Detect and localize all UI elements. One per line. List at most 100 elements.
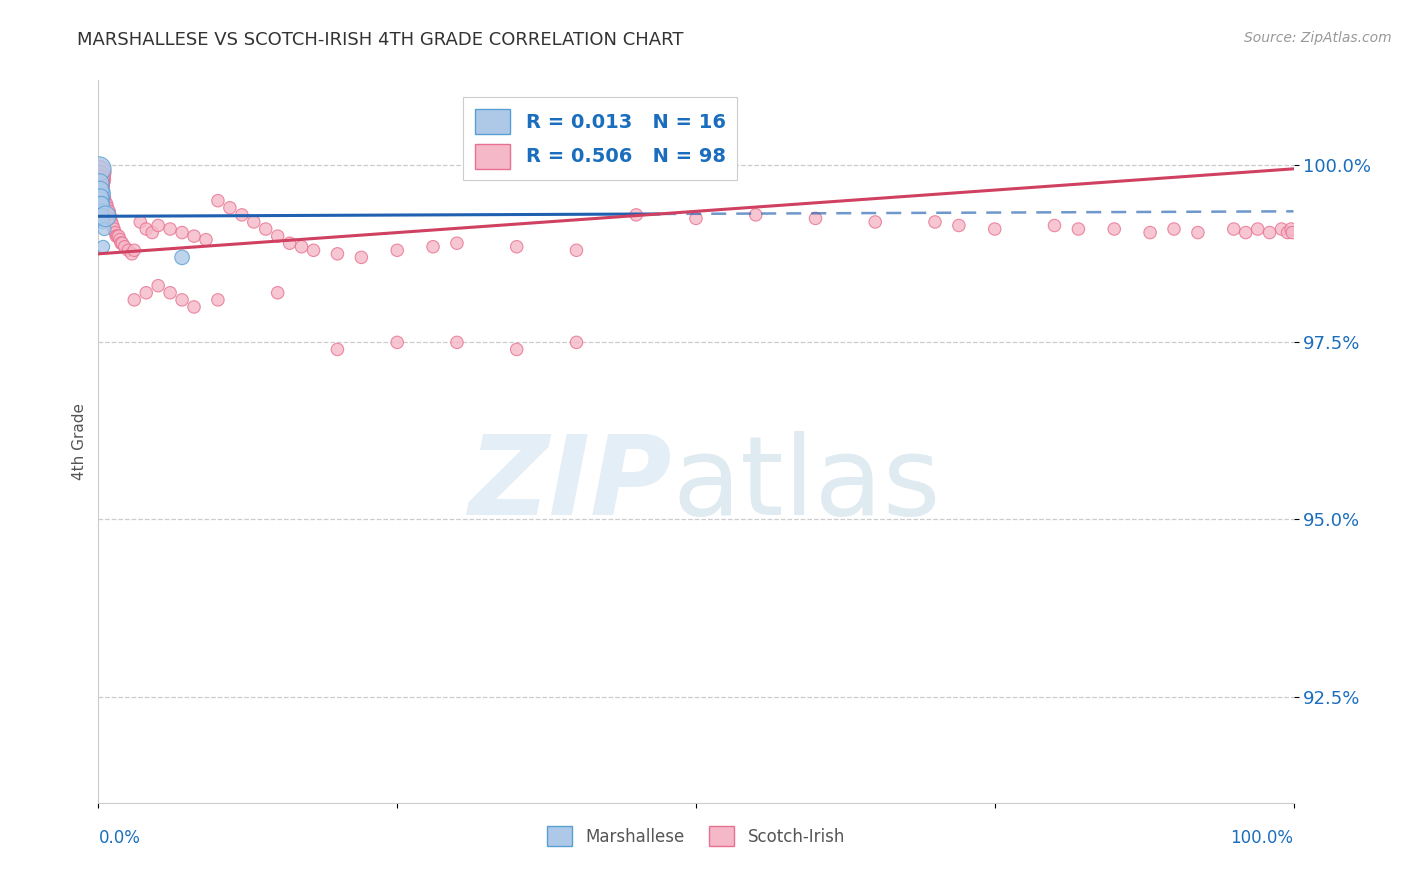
Text: ZIP: ZIP	[468, 432, 672, 539]
Point	[96, 201, 118, 215]
Point	[1187, 226, 1209, 240]
Point	[1139, 226, 1161, 240]
Point	[565, 244, 588, 258]
Point	[984, 222, 1007, 236]
Point	[172, 293, 194, 307]
Point	[107, 229, 129, 244]
Point	[446, 236, 468, 251]
Point	[89, 183, 111, 197]
Point	[172, 226, 194, 240]
Point	[110, 236, 132, 251]
Point	[267, 229, 290, 244]
Point	[91, 215, 114, 229]
Point	[172, 251, 194, 265]
Point	[626, 208, 648, 222]
Point	[865, 215, 887, 229]
Point	[243, 215, 266, 229]
Point	[105, 229, 128, 244]
Point	[254, 222, 277, 236]
Point	[101, 219, 124, 233]
Point	[121, 247, 143, 261]
Point	[91, 186, 114, 201]
Point	[207, 194, 229, 208]
Point	[90, 197, 112, 211]
Point	[446, 335, 468, 350]
Point	[385, 244, 409, 258]
Point	[98, 208, 121, 222]
Point	[90, 179, 112, 194]
Point	[1279, 222, 1302, 236]
Text: atlas: atlas	[672, 432, 941, 539]
Point	[1258, 226, 1281, 240]
Point	[104, 226, 127, 240]
Point	[90, 211, 112, 226]
Point	[89, 176, 111, 190]
Point	[326, 247, 349, 261]
Point	[1281, 226, 1303, 240]
Point	[195, 233, 218, 247]
Point	[90, 179, 112, 194]
Point	[148, 278, 170, 293]
Point	[207, 293, 229, 307]
Point	[90, 183, 112, 197]
Point	[141, 226, 163, 240]
Point	[219, 201, 242, 215]
Point	[385, 335, 409, 350]
Point	[89, 176, 111, 190]
Point	[267, 285, 290, 300]
Point	[124, 293, 146, 307]
Point	[89, 172, 111, 186]
Point	[89, 169, 111, 183]
Point	[111, 236, 134, 251]
Point	[87, 161, 110, 176]
Point	[924, 215, 946, 229]
Point	[90, 176, 112, 190]
Point	[87, 165, 110, 179]
Point	[1043, 219, 1066, 233]
Point	[93, 190, 115, 204]
Point	[89, 194, 111, 208]
Point	[506, 343, 529, 357]
Point	[94, 209, 117, 223]
Point	[91, 240, 114, 254]
Point	[278, 236, 301, 251]
Point	[96, 197, 118, 211]
Point	[183, 300, 205, 314]
Point	[103, 222, 125, 236]
Point	[89, 186, 111, 201]
Point	[94, 194, 117, 208]
Point	[148, 219, 170, 233]
Point	[1234, 226, 1257, 240]
Point	[745, 208, 768, 222]
Y-axis label: 4th Grade: 4th Grade	[72, 403, 87, 480]
Text: 100.0%: 100.0%	[1230, 829, 1294, 847]
Point	[1163, 222, 1185, 236]
Point	[93, 222, 115, 236]
Point	[1271, 222, 1294, 236]
Point	[565, 335, 588, 350]
Point	[90, 190, 112, 204]
Point	[100, 215, 122, 229]
Point	[1104, 222, 1126, 236]
Point	[91, 183, 114, 197]
Point	[108, 233, 131, 247]
Point	[183, 229, 205, 244]
Point	[97, 204, 120, 219]
Point	[506, 240, 529, 254]
Point	[291, 240, 314, 254]
Point	[114, 240, 136, 254]
Point	[422, 240, 444, 254]
Point	[326, 343, 349, 357]
Point	[98, 204, 121, 219]
Point	[685, 211, 707, 226]
Point	[96, 201, 118, 215]
Point	[1277, 226, 1299, 240]
Point	[1067, 222, 1090, 236]
Point	[91, 208, 114, 222]
Point	[135, 285, 157, 300]
Point	[90, 204, 112, 219]
Point	[107, 229, 129, 244]
Point	[159, 222, 181, 236]
Point	[94, 197, 117, 211]
Point	[91, 190, 114, 204]
